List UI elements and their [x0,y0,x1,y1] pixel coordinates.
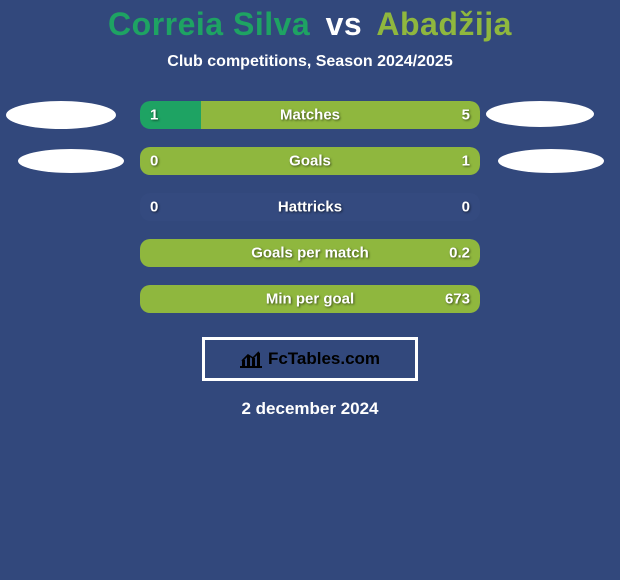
comparison-infographic: Correia Silva vs Abadžija Club competiti… [0,0,620,580]
stat-bar: 01Goals [140,147,480,175]
stat-label: Goals [140,153,480,170]
source-logo: FcTables.com [202,337,418,381]
subtitle: Club competitions, Season 2024/2025 [0,53,620,71]
stat-label: Hattricks [140,199,480,216]
chart-icon [240,350,262,368]
player2-name: Abadžija [376,6,512,42]
stat-label: Min per goal [140,291,480,308]
stat-bars: 15Matches 01Goals 00Hattricks 0.2Goals per … [140,101,480,313]
player2-shape-top [486,101,594,127]
chart-stage: 15Matches 01Goals 00Hattricks 0.2Goals per … [0,101,620,313]
player2-shape-bottom [498,149,604,173]
player1-name: Correia Silva [108,6,310,42]
stat-label: Matches [140,107,480,124]
stat-label: Goals per match [140,245,480,262]
page-title: Correia Silva vs Abadžija [0,6,620,43]
stat-bar: 0.2Goals per match [140,239,480,267]
player1-shape-top [6,101,116,129]
stat-bar: 673Min per goal [140,285,480,313]
stat-bar: 00Hattricks [140,193,480,221]
vs-text: vs [326,6,363,42]
footer-date: 2 december 2024 [0,399,620,419]
stat-bar: 15Matches [140,101,480,129]
player1-shape-bottom [18,149,124,173]
source-logo-text: FcTables.com [268,349,380,369]
